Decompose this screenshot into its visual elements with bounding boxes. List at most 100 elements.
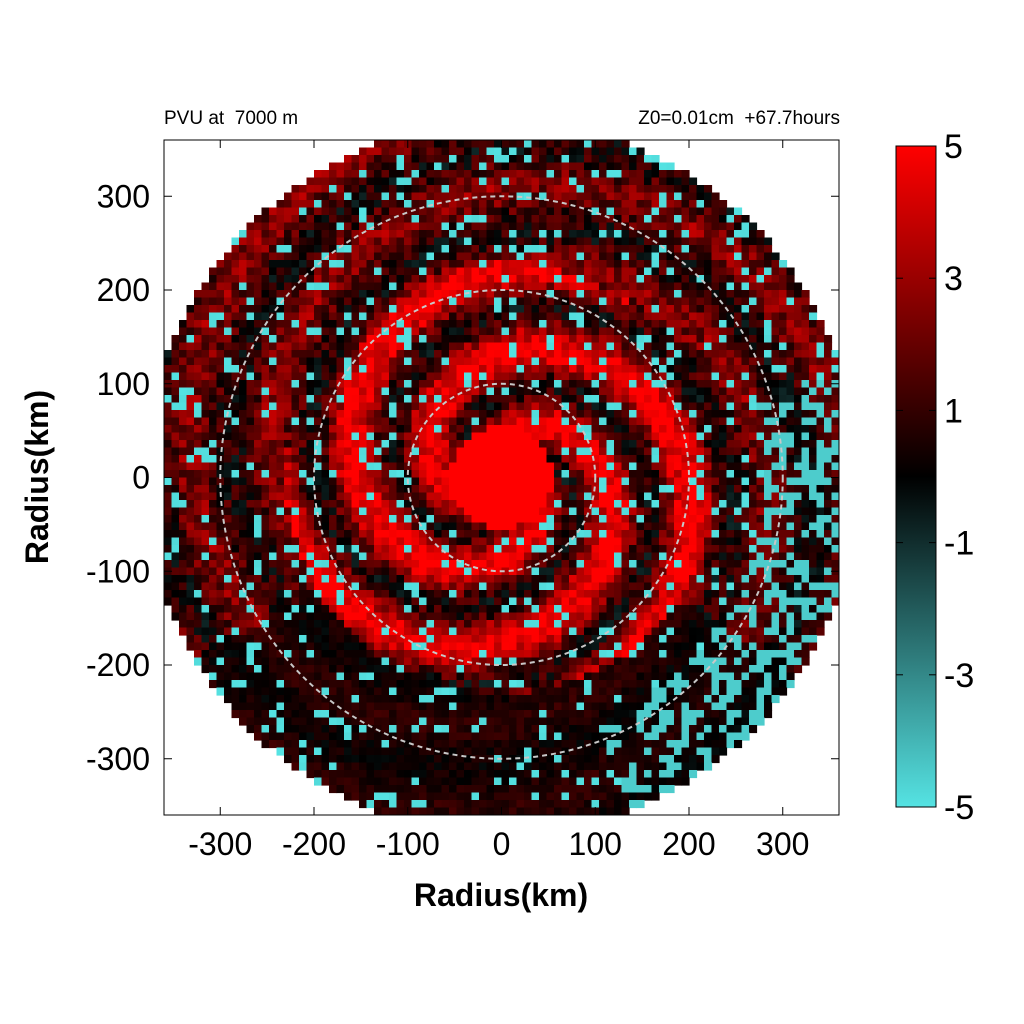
pv-cell <box>389 470 398 479</box>
pv-cell <box>381 492 390 501</box>
pv-cell <box>696 207 705 216</box>
pv-cell <box>696 320 705 329</box>
pv-cell <box>486 380 495 389</box>
pv-cell <box>524 297 533 306</box>
pv-cell <box>801 477 810 486</box>
pv-cell <box>809 530 818 539</box>
pv-cell <box>381 447 390 456</box>
pv-cell <box>629 492 638 501</box>
pv-cell <box>231 327 240 336</box>
pv-cell <box>224 560 233 569</box>
pv-cell <box>734 402 743 411</box>
pv-cell <box>831 365 839 374</box>
pv-cell <box>299 245 308 254</box>
pv-cell <box>449 155 458 164</box>
pv-cell <box>269 230 278 239</box>
pv-cell <box>741 365 750 374</box>
pv-cell <box>269 575 278 584</box>
pv-cell <box>374 200 383 209</box>
pv-cell <box>726 297 735 306</box>
pv-cell <box>456 552 465 561</box>
pv-cell <box>449 470 458 479</box>
pv-cell <box>576 275 585 284</box>
pv-cell <box>486 590 495 599</box>
pv-cell <box>726 387 735 396</box>
pv-cell <box>509 597 518 606</box>
pv-cell <box>546 380 555 389</box>
pv-cell <box>344 357 353 366</box>
pv-cell <box>336 290 345 299</box>
pv-cell <box>591 222 600 231</box>
pv-cell <box>719 387 728 396</box>
pv-cell <box>441 597 450 606</box>
pv-cell <box>359 147 368 156</box>
pv-cell <box>479 417 488 426</box>
pv-cell <box>704 185 713 194</box>
pv-cell <box>494 537 503 546</box>
pv-cell <box>389 170 398 179</box>
pv-cell <box>261 335 270 344</box>
pv-cell <box>824 545 833 554</box>
pv-cell <box>651 342 660 351</box>
pv-cell <box>554 425 563 434</box>
pv-cell <box>374 290 383 299</box>
pv-cell <box>396 395 405 404</box>
pv-cell <box>291 230 300 239</box>
pv-cell <box>456 560 465 569</box>
pv-cell <box>164 500 173 509</box>
pv-cell <box>344 282 353 291</box>
pv-cell <box>306 372 315 381</box>
pv-cell <box>539 560 548 569</box>
pv-cell <box>584 530 593 539</box>
pv-cell <box>704 267 713 276</box>
pv-cell <box>186 455 195 464</box>
pv-cell <box>381 590 390 599</box>
pv-cell <box>689 342 698 351</box>
pv-cell <box>741 387 750 396</box>
pv-cell <box>366 537 375 546</box>
pv-cell <box>261 237 270 246</box>
pv-cell <box>576 252 585 261</box>
pv-cell <box>719 207 728 216</box>
pv-cell <box>539 552 548 561</box>
pv-cell <box>651 320 660 329</box>
pv-cell <box>606 222 615 231</box>
pv-cell <box>561 455 570 464</box>
pv-cell <box>231 335 240 344</box>
pv-cell <box>591 515 600 524</box>
pv-cell <box>164 522 173 531</box>
pv-cell <box>441 230 450 239</box>
pv-cell <box>306 560 315 569</box>
pv-cell <box>186 432 195 441</box>
pv-cell <box>509 185 518 194</box>
pv-cell <box>674 410 683 419</box>
pv-cell <box>524 530 533 539</box>
pv-cell <box>471 387 480 396</box>
pv-cell <box>366 290 375 299</box>
pv-cell <box>329 447 338 456</box>
pv-cell <box>599 462 608 471</box>
pv-cell <box>599 597 608 606</box>
pv-cell <box>509 590 518 599</box>
pv-cell <box>501 342 510 351</box>
pv-cell <box>164 365 173 374</box>
pv-cell <box>629 485 638 494</box>
pv-cell <box>599 485 608 494</box>
pv-cell <box>719 530 728 539</box>
pv-cell <box>824 582 833 591</box>
pv-cell <box>434 365 443 374</box>
pv-cell <box>404 230 413 239</box>
pv-cell <box>606 380 615 389</box>
pv-cell <box>171 335 180 344</box>
pv-cell <box>771 342 780 351</box>
pv-cell <box>374 147 383 156</box>
pv-cell <box>261 530 270 539</box>
pv-cell <box>201 447 210 456</box>
pv-cell <box>824 515 833 524</box>
pv-cell <box>171 350 180 359</box>
pv-cell <box>576 575 585 584</box>
pv-cell <box>411 597 420 606</box>
pv-cell <box>434 582 443 591</box>
pv-cell <box>314 515 323 524</box>
pv-cell <box>606 215 615 224</box>
